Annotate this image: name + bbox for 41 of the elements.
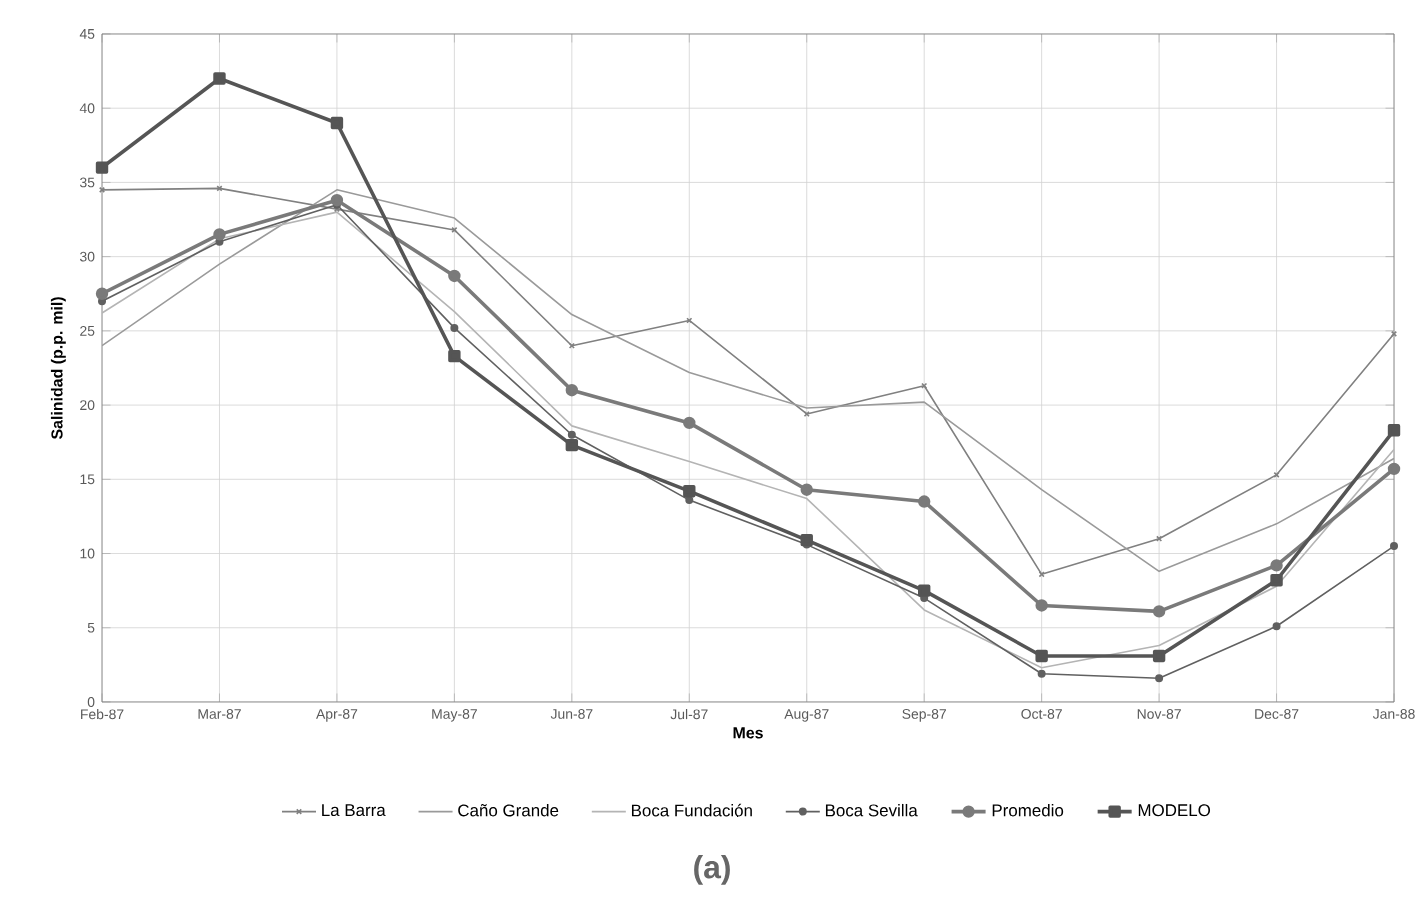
point: [213, 228, 226, 241]
point: [683, 416, 696, 430]
legend-label: Boca Sevilla: [825, 803, 918, 817]
point: [213, 72, 226, 85]
legend-label: MODELO: [1138, 804, 1211, 817]
point: [1270, 559, 1283, 572]
point: [1035, 599, 1048, 612]
point: [450, 323, 459, 332]
point: [800, 483, 813, 496]
point: [1155, 674, 1164, 683]
point: [1152, 605, 1166, 618]
legend-label: La Barra: [322, 804, 386, 817]
legend-label: Caño Grande: [458, 803, 559, 817]
point: [918, 584, 931, 597]
point: [921, 382, 928, 389]
point: [567, 430, 576, 439]
point: [330, 194, 344, 207]
point: [1035, 649, 1048, 663]
point: [918, 495, 931, 508]
text: (a): [694, 855, 730, 885]
point: [448, 269, 461, 283]
point: [330, 116, 344, 130]
point: [1152, 649, 1166, 663]
point: [565, 438, 579, 452]
point: [1387, 462, 1401, 476]
point: [448, 349, 461, 363]
point: [95, 161, 109, 174]
point: [1387, 424, 1401, 437]
point: [565, 384, 579, 397]
point: [1390, 542, 1399, 551]
legend-label: Boca Fundación: [631, 803, 752, 817]
point: [1272, 622, 1281, 631]
point: [685, 496, 694, 505]
point: [1038, 571, 1045, 578]
point: [95, 287, 109, 300]
point: [216, 185, 223, 192]
legend-label: Promedio: [992, 803, 1064, 817]
point: [1270, 574, 1283, 587]
point: [1037, 669, 1046, 678]
point: [683, 484, 696, 498]
point: [800, 533, 813, 547]
